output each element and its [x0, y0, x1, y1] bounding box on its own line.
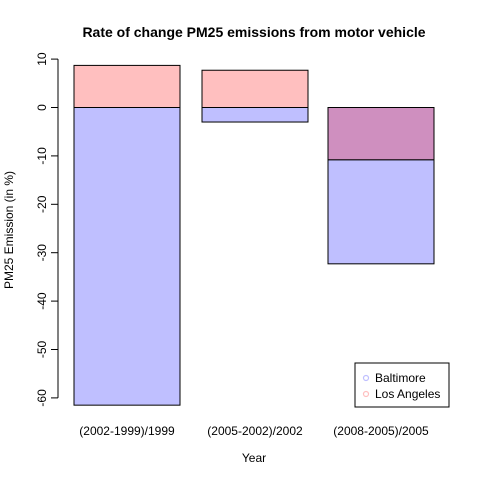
bar-los-angeles-2 — [202, 70, 308, 107]
x-tick-label: (2008-2005)/2005 — [333, 424, 429, 438]
x-tick-label: (2005-2002)/2002 — [207, 424, 303, 438]
y-axis-label: PM25 Emission (in %) — [2, 171, 16, 289]
x-tick-label: (2002-1999)/1999 — [79, 424, 175, 438]
x-tick-labels: (2002-1999)/1999 (2005-2002)/2002 (2008-20… — [79, 424, 429, 438]
y-tick-label: -40 — [35, 292, 49, 310]
bars-group — [74, 65, 434, 405]
y-axis: 10 0 -10 -20 -30 -40 -50 -60 — [35, 52, 58, 406]
bar-baltimore-2 — [202, 108, 308, 123]
bar-overlap-3 — [328, 108, 434, 160]
bar-los-angeles-1 — [74, 65, 180, 107]
y-tick-label: -50 — [35, 341, 49, 359]
y-tick-label: -10 — [35, 147, 49, 165]
y-tick-label: 0 — [35, 104, 49, 111]
y-tick-label: -30 — [35, 244, 49, 262]
legend-label: Baltimore — [375, 371, 426, 385]
bar-baltimore-1 — [74, 108, 180, 406]
legend-label: Los Angeles — [375, 387, 440, 401]
y-tick-label: -20 — [35, 195, 49, 213]
y-tick-label: 10 — [35, 52, 49, 66]
chart-title: Rate of change PM25 emissions from motor… — [82, 24, 425, 40]
legend: Baltimore Los Angeles — [355, 363, 449, 407]
x-axis-label: Year — [242, 451, 266, 465]
y-tick-label: -60 — [35, 389, 49, 407]
